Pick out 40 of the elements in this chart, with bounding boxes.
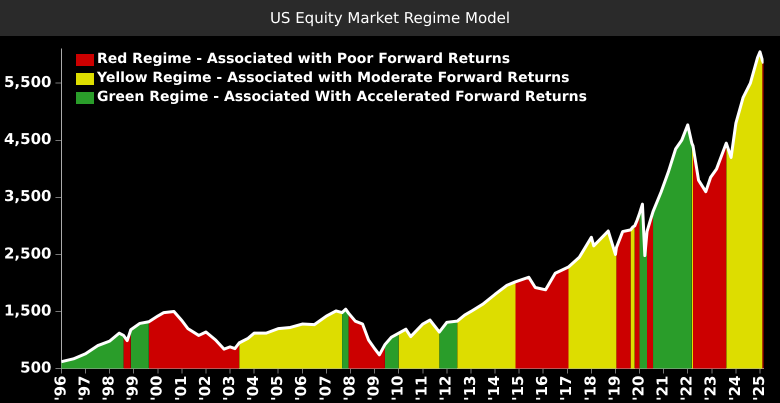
x-tick-label: '02: [196, 376, 214, 401]
x-tick-label: '15: [508, 376, 527, 401]
x-tick-label: '18: [581, 376, 600, 401]
x-tick-label: '25: [750, 376, 768, 401]
y-tick-label: 500: [20, 358, 52, 376]
x-tick-label: '21: [654, 376, 672, 401]
x-tick-label: '16: [533, 376, 552, 401]
y-tick-label: 4,500: [4, 130, 52, 148]
x-tick-label: '04: [244, 376, 262, 401]
x-tick-label: '08: [340, 376, 358, 401]
legend-label: Green Regime - Associated With Accelerated Forward Returns: [97, 88, 587, 107]
x-tick-label: '09: [364, 376, 382, 401]
x-tick-label: '01: [172, 376, 190, 401]
x-tick-label: '11: [412, 376, 431, 401]
x-tick-label: '20: [629, 376, 648, 401]
x-tick-label: '99: [124, 376, 142, 401]
x-tick-label: '06: [292, 376, 310, 401]
x-tick-label: '97: [75, 376, 94, 401]
x-tick-label: '12: [436, 376, 455, 401]
y-tick-label: 1,500: [4, 301, 52, 320]
legend-label: Yellow Regime - Associated with Moderate Forward Returns: [97, 69, 570, 88]
x-tick-label: '24: [726, 376, 744, 401]
x-tick-label: '96: [51, 376, 70, 401]
x-tick-label: '17: [557, 376, 576, 401]
chart-title: US Equity Market Regime Model: [270, 9, 510, 27]
y-tick-label: 3,500: [4, 187, 52, 206]
x-tick-label: '10: [388, 376, 407, 401]
legend-label: Red Regime - Associated with Poor Forward Returns: [97, 50, 510, 69]
x-tick-label: '03: [220, 376, 238, 401]
x-tick-label: '98: [100, 376, 118, 401]
y-tick-label: 2,500: [4, 244, 52, 262]
x-tick-label: '19: [605, 376, 624, 401]
x-tick-label: '00: [148, 376, 166, 401]
x-tick-label: '22: [678, 376, 696, 401]
x-tick-label: '13: [460, 376, 479, 401]
x-tick-label: '07: [316, 376, 334, 401]
x-tick-label: '23: [702, 376, 720, 401]
y-tick-label: 5,500: [4, 73, 52, 92]
x-tick-label: '14: [484, 376, 503, 401]
x-tick-label: '05: [268, 376, 286, 401]
